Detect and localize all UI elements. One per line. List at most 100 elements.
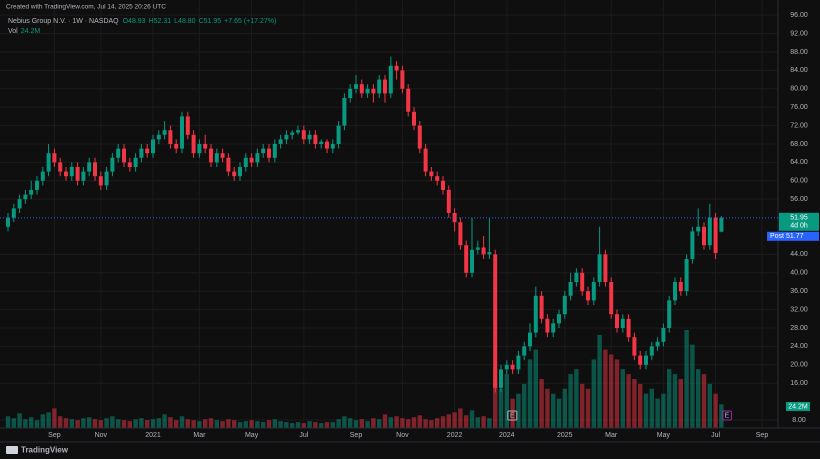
candle-body: [620, 318, 625, 328]
volume-bar: [574, 369, 579, 428]
candle-body: [719, 217, 724, 232]
y-tick-label: 92.00: [790, 30, 808, 37]
volume-bar: [719, 404, 724, 428]
volume-bar: [261, 422, 266, 428]
candle-body: [238, 166, 242, 177]
volume-bar: [34, 420, 40, 428]
x-tick-label: Nov: [95, 432, 108, 439]
legend-ohlc: H52.31: [149, 18, 172, 25]
candle-body: [493, 254, 498, 388]
volume-bar: [481, 416, 486, 428]
candle-body: [667, 300, 672, 328]
volume-layer: [5, 330, 724, 428]
candle-body: [180, 116, 184, 149]
candle-body: [139, 148, 144, 158]
volume-bar: [701, 374, 707, 428]
countdown-label: 4d 0h: [790, 223, 808, 230]
volume-bar: [690, 344, 695, 428]
legend-volume-value: 24.2M: [21, 28, 41, 35]
volume-bar: [458, 408, 463, 428]
footer-logo: TradingView: [6, 446, 69, 455]
candle-body: [406, 88, 411, 112]
candle-body: [423, 148, 428, 172]
volume-bar: [290, 423, 295, 428]
candle-body: [104, 171, 109, 186]
candle-body: [46, 153, 51, 172]
y-tick-label: 40.00: [790, 270, 808, 277]
candle-body: [330, 143, 335, 149]
candle-body: [185, 116, 190, 135]
y-tick-label: 60.00: [790, 178, 808, 185]
volume-bar: [23, 419, 28, 428]
volume-bar: [377, 419, 382, 428]
volume-bar: [295, 422, 301, 428]
volume-bar: [69, 419, 74, 428]
candle-body: [11, 208, 16, 218]
y-tick-label: 28.00: [790, 325, 808, 332]
volume-bar: [672, 374, 678, 428]
candle-body: [296, 130, 300, 133]
candle-layer: [6, 56, 724, 393]
volume-bar: [649, 388, 654, 428]
y-tick-label: 84.00: [790, 67, 808, 74]
candle-body: [151, 139, 155, 154]
volume-bar: [191, 420, 196, 428]
y-tick-label: 8.00: [792, 417, 806, 424]
volume-bar: [487, 418, 492, 428]
volume-bar: [400, 418, 405, 428]
volume-bar: [319, 423, 324, 428]
y-tick-label: 32.00: [790, 306, 808, 313]
volume-bar: [121, 420, 127, 428]
volume-bar: [452, 412, 457, 428]
volume-bar: [568, 374, 573, 428]
volume-bar: [348, 418, 353, 428]
volume-bar: [603, 349, 608, 428]
candle-body: [586, 291, 590, 301]
volume-bar: [678, 379, 683, 428]
candle-body: [713, 217, 718, 254]
volume-bar: [40, 414, 45, 428]
volume-bar: [127, 421, 132, 428]
candle-body: [261, 148, 266, 154]
volume-bar: [382, 414, 388, 428]
event-label: E: [725, 412, 730, 419]
volume-bar: [168, 417, 173, 428]
candle-body: [435, 176, 440, 181]
volume-bar: [208, 418, 214, 428]
candle-body: [574, 272, 579, 282]
candle-body: [504, 364, 509, 370]
y-tick-label: 20.00: [790, 362, 808, 369]
x-tick-label: 2024: [499, 432, 515, 439]
y-tick-label: 24.00: [790, 343, 808, 350]
volume-bar: [406, 419, 411, 428]
volume-bar: [46, 412, 51, 428]
legend-ohlc: +7.65 (+17.27%): [224, 18, 276, 25]
candle-body: [580, 272, 585, 292]
candle-body: [499, 369, 503, 388]
candle-body: [522, 346, 527, 356]
candle-body: [470, 249, 474, 273]
candle-body: [40, 171, 45, 181]
candle-body: [562, 295, 567, 315]
brand: TradingView: [21, 446, 69, 455]
volume-bar: [707, 383, 712, 428]
volume-bar: [527, 359, 533, 428]
candle-body: [510, 364, 515, 370]
volume-bar: [237, 422, 243, 428]
legend-ohlc: O48.93: [123, 18, 146, 25]
event-label: E: [510, 412, 515, 419]
volume-bar: [626, 374, 631, 428]
candle-body: [284, 134, 289, 140]
candle-body: [597, 254, 602, 282]
x-tick-label: Sep: [48, 432, 61, 439]
candle-body: [127, 162, 132, 167]
candle-body: [551, 323, 556, 333]
event-marker: [721, 410, 732, 421]
volume-bar: [197, 421, 202, 428]
y-tick-label: 56.00: [790, 196, 808, 203]
volume-bar: [359, 419, 364, 428]
candle-body: [609, 281, 614, 315]
volume-bar: [423, 419, 428, 428]
candle-body: [452, 212, 457, 223]
candle-body: [371, 88, 376, 94]
